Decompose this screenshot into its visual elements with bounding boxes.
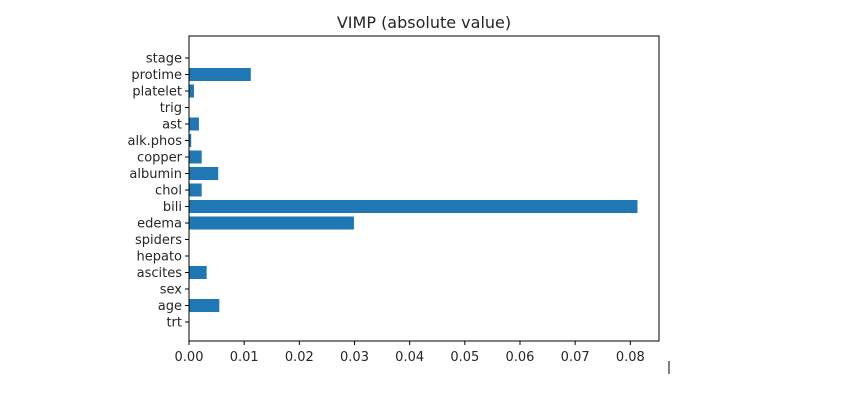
chart-title: VIMP (absolute value) <box>337 13 511 32</box>
y-tick-label: trig <box>160 101 182 116</box>
y-tick-label: platelet <box>132 85 182 100</box>
y-tick-label: age <box>158 299 182 314</box>
y-tick-label: bili <box>163 200 182 215</box>
x-tick-label: 0.03 <box>340 350 369 365</box>
bar-copper <box>189 150 202 164</box>
y-tick-label: stage <box>146 52 182 67</box>
y-tick-label: ast <box>162 118 182 133</box>
y-tick-label: alk.phos <box>128 134 183 149</box>
bar-alk-phos <box>189 134 192 147</box>
x-tick-label: 0.02 <box>285 350 314 365</box>
y-tick-label: sex <box>160 283 183 298</box>
x-tick-label: 0.08 <box>616 350 645 365</box>
y-tick-label: trt <box>166 316 182 331</box>
x-tick-label: 0.00 <box>175 350 204 365</box>
bar-bili <box>189 200 638 213</box>
bar-protime <box>189 68 251 81</box>
y-tick-label: spiders <box>135 233 182 248</box>
plot-frame <box>188 35 660 342</box>
bar-ascites <box>189 266 207 279</box>
y-tick-label: edema <box>137 217 182 232</box>
x-tick-label: 0.04 <box>395 350 424 365</box>
y-tick-label: chol <box>155 184 182 199</box>
x-axis-ticks: 0.00 0.01 0.02 0.03 0.04 0.05 0.06 0.07 0.08 <box>175 341 645 365</box>
x-tick-label: 0.06 <box>506 350 535 365</box>
y-tick-label: protime <box>131 68 182 83</box>
y-tick-label: copper <box>137 151 183 166</box>
bar-platelet <box>189 84 194 98</box>
bar-chol <box>189 183 202 197</box>
y-tick-label: hepato <box>136 250 182 265</box>
x-tick-label: 0.07 <box>561 350 590 365</box>
y-tick-label: ascites <box>137 266 183 281</box>
x-tick-label: 0.01 <box>230 350 259 365</box>
y-tick-label: albumin <box>129 167 182 182</box>
bar-age <box>189 299 220 312</box>
bar-albumin <box>189 167 219 180</box>
bar-ast <box>189 117 199 131</box>
bar-edema <box>189 216 354 230</box>
bars-layer <box>189 68 638 312</box>
x-tick-label: 0.05 <box>450 350 479 365</box>
